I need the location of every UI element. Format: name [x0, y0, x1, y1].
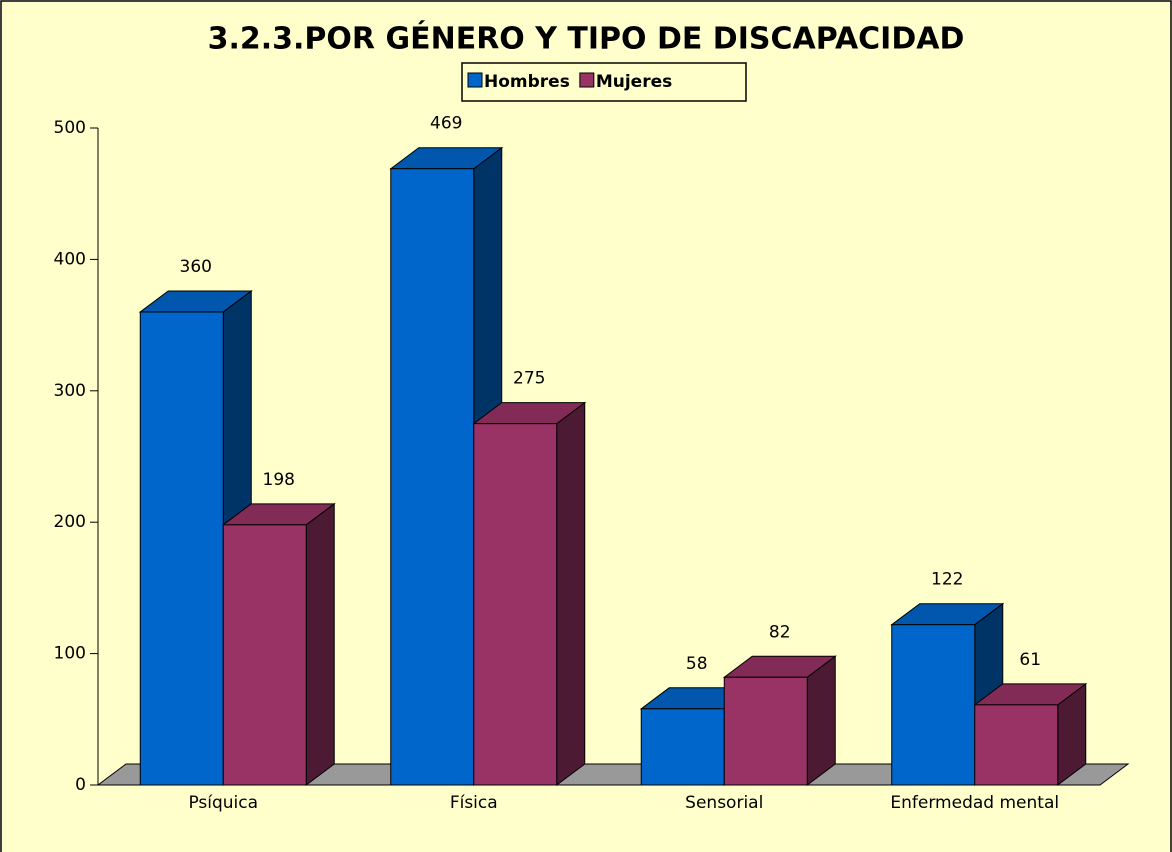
- legend-label: Mujeres: [596, 72, 672, 92]
- data-label: 122: [931, 570, 963, 590]
- bar: [390, 168, 475, 786]
- legend-swatch: [579, 72, 595, 88]
- y-tick-label: 0: [75, 775, 86, 795]
- data-label: 61: [1019, 650, 1041, 670]
- chart-title: 3.2.3.POR GÉNERO Y TIPO DE DISCAPACIDAD: [208, 21, 965, 57]
- y-tick-label: 400: [54, 249, 86, 269]
- x-tick-label: Enfermedad mental: [890, 793, 1059, 813]
- bar: [974, 704, 1059, 786]
- data-label: 469: [430, 114, 462, 134]
- data-label: 198: [263, 470, 295, 490]
- legend-swatch: [467, 72, 483, 88]
- y-tick-label: 200: [54, 512, 86, 532]
- x-tick-label: Psíquica: [188, 793, 258, 813]
- legend-box: [461, 62, 747, 102]
- data-label: 275: [513, 369, 545, 389]
- y-tick-label: 300: [54, 381, 86, 401]
- y-tick-label: 100: [54, 644, 86, 664]
- bar: [139, 311, 224, 786]
- bar: [640, 708, 725, 786]
- bar: [723, 676, 808, 786]
- bar: [891, 624, 976, 786]
- x-tick-label: Sensorial: [685, 793, 763, 813]
- data-label: 360: [180, 257, 212, 277]
- bar-side: [305, 502, 335, 786]
- data-label: 58: [686, 654, 708, 674]
- x-tick-label: Física: [450, 793, 498, 813]
- legend-label: Hombres: [484, 72, 570, 92]
- bar-side: [556, 401, 586, 786]
- bar: [222, 524, 307, 786]
- y-tick-label: 500: [54, 118, 86, 138]
- bar: [473, 423, 558, 786]
- bar-side: [806, 655, 836, 786]
- data-label: 82: [769, 622, 791, 642]
